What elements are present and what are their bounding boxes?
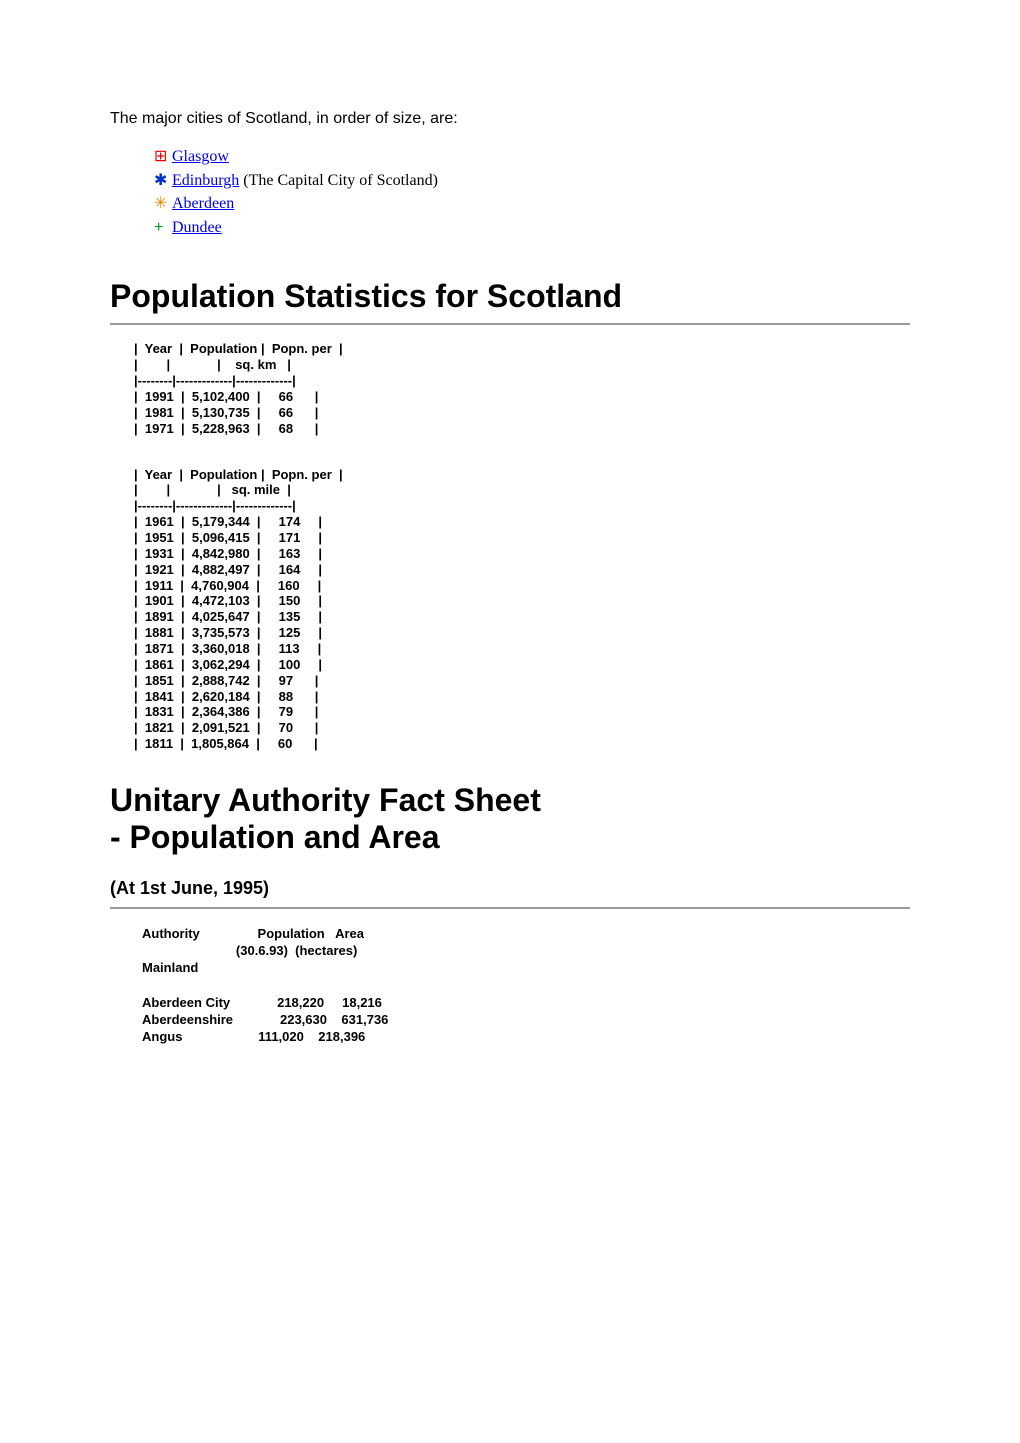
city-suffix: (The Capital City of Scotland) xyxy=(239,172,438,189)
city-link[interactable]: Dundee xyxy=(172,219,222,236)
divider xyxy=(110,323,910,325)
city-link[interactable]: Glasgow xyxy=(172,148,229,165)
bullet-icon: ✳ xyxy=(154,193,172,215)
pop-table-sqmile: | Year | Population | Popn. per | | | | … xyxy=(134,467,910,752)
city-link[interactable]: Edinburgh xyxy=(172,172,239,189)
fact-sheet-heading-line1: Unitary Authority Fact Sheet xyxy=(110,782,541,818)
city-list: ⊞Glasgow✱Edinburgh (The Capital City of … xyxy=(110,146,910,238)
list-item: ✳Aberdeen xyxy=(154,193,910,215)
list-item: ⊞Glasgow xyxy=(154,146,910,168)
divider xyxy=(110,907,910,909)
fact-sheet-heading: Unitary Authority Fact Sheet - Populatio… xyxy=(110,782,910,856)
intro-text: The major cities of Scotland, in order o… xyxy=(110,110,910,128)
bullet-icon: + xyxy=(154,217,172,239)
fact-sheet-subheading: (At 1st June, 1995) xyxy=(110,878,910,899)
pop-stats-heading: Population Statistics for Scotland xyxy=(110,278,910,315)
fact-sheet-heading-line2: - Population and Area xyxy=(110,819,440,855)
city-link[interactable]: Aberdeen xyxy=(172,195,234,212)
list-item: +Dundee xyxy=(154,217,910,239)
pop-table-sqkm: | Year | Population | Popn. per | | | | … xyxy=(134,341,910,436)
list-item: ✱Edinburgh (The Capital City of Scotland… xyxy=(154,170,910,192)
bullet-icon: ✱ xyxy=(154,170,172,192)
fact-sheet-table: Authority Population Area (30.6.93) (hec… xyxy=(142,925,910,1045)
bullet-icon: ⊞ xyxy=(154,146,172,168)
